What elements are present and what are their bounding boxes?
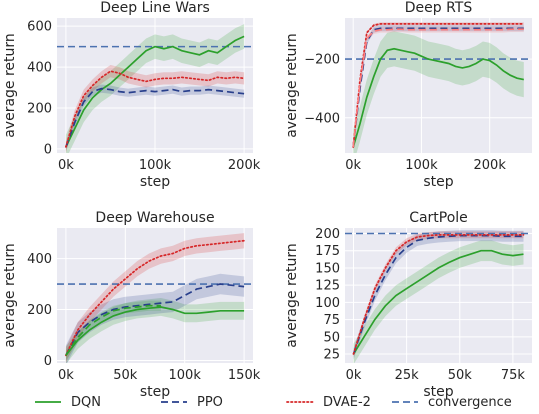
x-tick-label: 0k xyxy=(58,368,74,383)
confidence-band xyxy=(353,31,524,153)
legend: DQN PPO DVAE-2 convergence xyxy=(35,395,512,410)
confidence-band xyxy=(353,240,524,363)
confidence-band xyxy=(65,24,245,153)
x-axis-label: step xyxy=(140,174,170,190)
chart-title: CartPole xyxy=(409,210,468,226)
series-line xyxy=(352,28,524,148)
x-tick-label: 200k xyxy=(228,158,261,173)
x-axis-label: step xyxy=(423,384,453,400)
y-tick-label: 25 xyxy=(323,348,340,363)
series-line xyxy=(352,47,524,148)
legend-label: DVAE-2 xyxy=(323,395,371,410)
y-tick-label: 175 xyxy=(315,244,340,259)
chart-title: Deep Warehouse xyxy=(95,210,214,226)
y-axis-label: average return xyxy=(2,243,18,348)
series-line xyxy=(65,35,245,148)
series-line xyxy=(65,283,245,356)
series-line xyxy=(65,239,245,357)
x-tick-label: 50k xyxy=(448,368,473,383)
y-tick-label: 0 xyxy=(44,142,52,157)
y-axis-label: average return xyxy=(2,33,18,138)
x-axis-label: step xyxy=(423,174,453,190)
confidence-band xyxy=(65,298,245,363)
x-tick-label: 75k xyxy=(501,368,526,383)
x-tick-label: 0k xyxy=(58,158,74,173)
series-line xyxy=(65,304,161,356)
y-tick-label: 200 xyxy=(27,303,52,318)
y-tick-label: 50 xyxy=(323,330,340,345)
x-tick-label: 100k xyxy=(169,368,202,383)
y-axis-label: average return xyxy=(284,33,300,138)
y-tick-label: 400 xyxy=(27,252,52,267)
x-tick-label: 150k xyxy=(228,368,261,383)
y-tick-label: 200 xyxy=(27,102,52,117)
series-group xyxy=(57,233,253,363)
chart-title: Deep Line Wars xyxy=(100,0,210,16)
confidence-band xyxy=(65,273,245,363)
panel-1: 0k 100k 200k −400 −200 Deep RTS step average re… xyxy=(284,0,532,190)
panel-2: 0k 50k 100k 150k 0 200 400 Deep Warehouse step av… xyxy=(2,210,261,400)
y-tick-label: −400 xyxy=(304,111,340,126)
y-axis-label: average return xyxy=(284,243,300,348)
x-tick-label: 100k xyxy=(405,158,438,173)
panel-0: 0k 100k 200k 0 200 400 600 Deep Line Wars step av… xyxy=(2,0,261,190)
series-line xyxy=(65,87,245,148)
confidence-band xyxy=(65,300,161,361)
x-axis-label: step xyxy=(140,384,170,400)
series-line xyxy=(65,306,245,356)
series-group xyxy=(345,22,532,153)
series-group xyxy=(57,24,253,153)
y-tick-label: 400 xyxy=(27,61,52,76)
confidence-band xyxy=(65,65,245,153)
series-line xyxy=(65,70,245,148)
y-tick-label: 200 xyxy=(315,227,340,242)
y-tick-label: 75 xyxy=(323,313,340,328)
plot-area xyxy=(57,228,253,363)
x-tick-label: 200k xyxy=(474,158,507,173)
legend-label: PPO xyxy=(197,395,223,410)
y-tick-label: 0 xyxy=(44,354,52,369)
y-tick-label: 125 xyxy=(315,279,340,294)
x-tick-label: 25k xyxy=(395,368,420,383)
y-tick-label: 600 xyxy=(27,20,52,35)
series-group xyxy=(345,230,532,363)
legend-label: DQN xyxy=(71,395,101,410)
y-tick-label: −200 xyxy=(304,53,340,68)
series-line xyxy=(352,23,525,148)
confidence-band xyxy=(65,84,245,151)
plot-area xyxy=(345,18,532,153)
x-tick-label: 100k xyxy=(139,158,172,173)
series-line xyxy=(352,234,525,355)
confidence-band xyxy=(353,230,524,360)
x-tick-label: 0k xyxy=(345,158,361,173)
chart-title: Deep RTS xyxy=(405,0,473,16)
y-tick-label: 100 xyxy=(315,296,340,311)
x-tick-label: 50k xyxy=(113,368,138,383)
series-line xyxy=(352,249,524,355)
series-line xyxy=(352,234,524,355)
panel-3: 0k 25k 50k 75k 25 50 75 100 125 150 175 200 CartPole… xyxy=(284,210,532,400)
confidence-band xyxy=(353,25,524,151)
x-tick-label: 0k xyxy=(346,368,362,383)
y-tick-label: 150 xyxy=(315,261,340,276)
legend-label: convergence xyxy=(428,395,512,410)
